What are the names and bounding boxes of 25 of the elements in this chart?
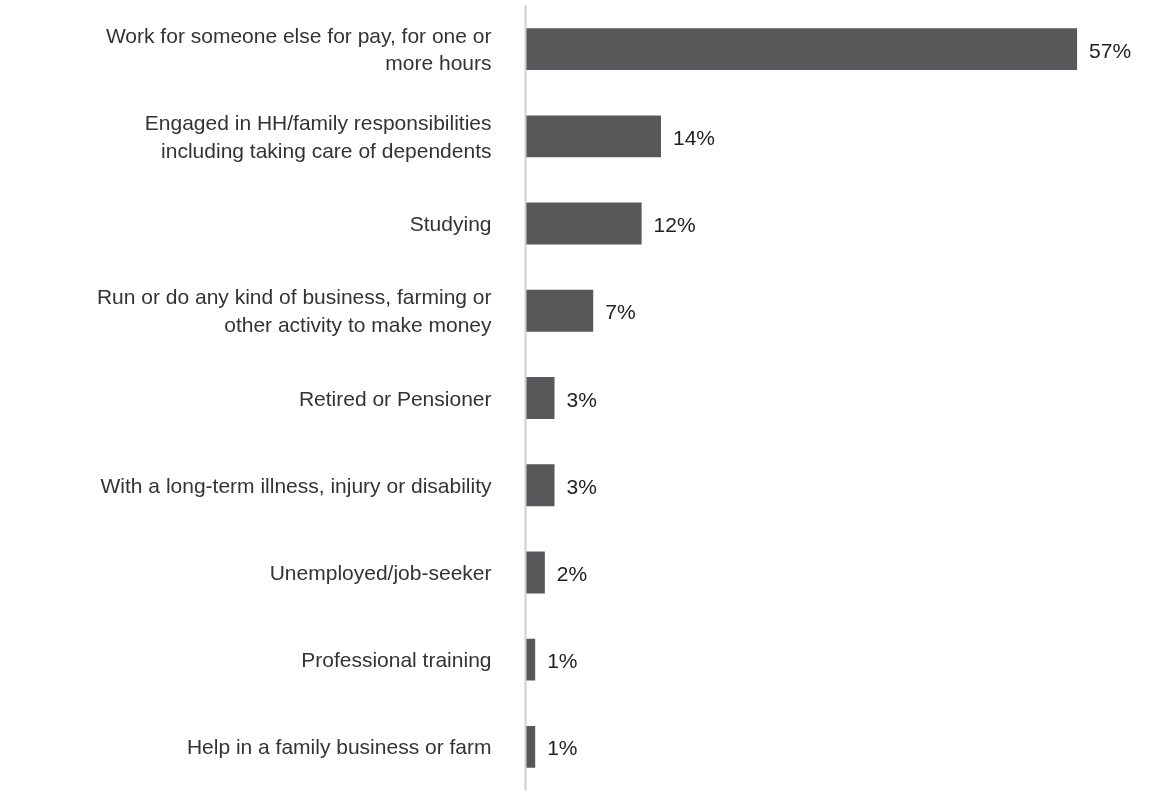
bar [525, 115, 661, 158]
data-label: 1% [547, 736, 578, 760]
data-label: 7% [605, 300, 636, 324]
data-label: 3% [566, 474, 597, 498]
data-label: 57% [1089, 38, 1132, 62]
y-tick-label: Help in a family business or farm [186, 735, 492, 759]
y-tick-label: Professional training [301, 648, 492, 672]
y-tick-label: Unemployed/job-seeker [269, 560, 492, 584]
y-tick-label: Work for someone else for pay, for one or more hours [105, 23, 492, 75]
data-label: 12% [653, 213, 696, 237]
data-label: 2% [556, 561, 588, 585]
data-label: 1% [547, 649, 578, 673]
y-tick-label: Studying [409, 212, 492, 236]
y-tick-label: With a long-term illness, injury or disability [100, 473, 492, 497]
y-tick-label: Engaged in HH/family responsibilities including taking care of dependents [144, 111, 492, 162]
bar [525, 551, 545, 594]
bar [525, 464, 555, 507]
y-tick-label: Retired or Pensioner [298, 386, 492, 410]
data-label: 3% [566, 387, 597, 411]
data-label: 14% [672, 125, 715, 149]
y-tick-label: Run or do any kind of business, farming or other activity to make money [96, 285, 492, 337]
bar [525, 28, 1078, 71]
bar [525, 202, 642, 245]
bar [525, 289, 594, 332]
bar [525, 377, 555, 419]
